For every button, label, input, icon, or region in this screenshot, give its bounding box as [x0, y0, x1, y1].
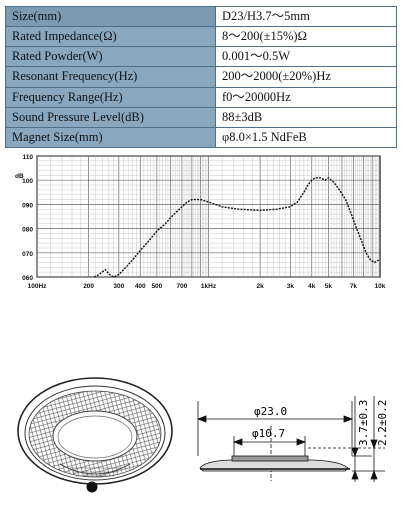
spec-value: f0～20000Hz: [215, 86, 397, 108]
inner-diameter-label: φ10.7: [252, 427, 285, 440]
spec-row: Sound Pressure Level(dB) 88±3dB: [5, 106, 397, 128]
spec-row: Size(mm) D23/H3.7～5mm: [5, 5, 397, 28]
spec-value: D23/H3.7～5mm: [215, 5, 397, 28]
outer-diameter-label: φ23.0: [254, 405, 287, 418]
spec-label: Resonant Frequency(Hz): [5, 66, 216, 88]
x-tick-label: 2k: [257, 283, 265, 290]
height-dimension-label: 3.7±0.3: [357, 400, 370, 446]
spec-label: Rated Powder(W): [5, 46, 216, 68]
spec-value: 0.001～0.5W: [215, 46, 397, 68]
speaker-side-view: [196, 396, 385, 482]
response-curve: [93, 176, 379, 278]
spec-label: Magnet Size(mm): [5, 126, 216, 149]
x-tick-label: 400: [135, 283, 146, 290]
x-tick-labels: 100Hz 200 300 400 500 700 1kHz 2k 3k 4k 5k 7k 10k: [28, 283, 386, 290]
x-tick-label: 1kHz: [201, 283, 217, 290]
y-axis-label: dB: [15, 173, 24, 180]
y-tick-label: 090: [22, 202, 33, 209]
x-tick-label: 300: [113, 283, 124, 290]
y-tick-label: 110: [23, 154, 34, 161]
speaker-drawing: φ23.0 φ10.7 3.7±0.3 2.2±0.2: [17, 377, 389, 493]
x-tick-label: 3k: [287, 283, 295, 290]
spec-row: Rated Powder(W) 0.001～0.5W: [5, 46, 397, 68]
spec-label: Sound Pressure Level(dB): [5, 106, 216, 128]
x-tick-label: 4k: [308, 283, 316, 290]
spec-row: Resonant Frequency(Hz) 200～2000(±20%)Hz: [5, 66, 397, 88]
y-tick-label: 070: [22, 251, 33, 258]
spec-row: Magnet Size(mm) φ8.0×1.5 NdFeB: [5, 126, 397, 149]
terminal-dot: [86, 481, 98, 493]
speaker-perspective-view: [17, 377, 173, 493]
chart-grid: [36, 155, 381, 278]
y-tick-label: 080: [22, 227, 33, 234]
x-tick-label: 700: [177, 283, 188, 290]
spec-label: Size(mm): [5, 5, 216, 28]
x-tick-label: 200: [83, 283, 94, 290]
x-tick-label: 7k: [350, 283, 358, 290]
spec-row: Rated Impedance(Ω) 8～200(±15%)Ω: [5, 26, 397, 48]
y-tick-label: 060: [22, 275, 33, 282]
spec-value: φ8.0×1.5 NdFeB: [215, 126, 397, 149]
height2-dimension-label: 2.2±0.2: [376, 400, 389, 446]
spec-value: 8～200(±15%)Ω: [215, 26, 397, 48]
y-tick-label: 100: [22, 178, 33, 185]
spec-label: Rated Impedance(Ω): [5, 26, 216, 48]
spec-label: Frequency Range(Hz): [5, 86, 216, 108]
spec-table: Size(mm) D23/H3.7～5mm Rated Impedance(Ω) 8～…: [5, 5, 397, 149]
spec-value: 200～2000(±20%)Hz: [215, 66, 397, 88]
spec-value: 88±3dB: [215, 106, 397, 128]
x-tick-label: 100Hz: [28, 283, 48, 290]
y-tick-labels: 110 100 090 080 070 060: [22, 154, 33, 282]
spec-row: Frequency Range(Hz) f0～20000Hz: [5, 86, 397, 108]
x-tick-label: 10k: [375, 283, 386, 290]
x-tick-label: 5k: [325, 283, 333, 290]
response-line: [93, 176, 379, 278]
x-tick-label: 500: [151, 283, 162, 290]
